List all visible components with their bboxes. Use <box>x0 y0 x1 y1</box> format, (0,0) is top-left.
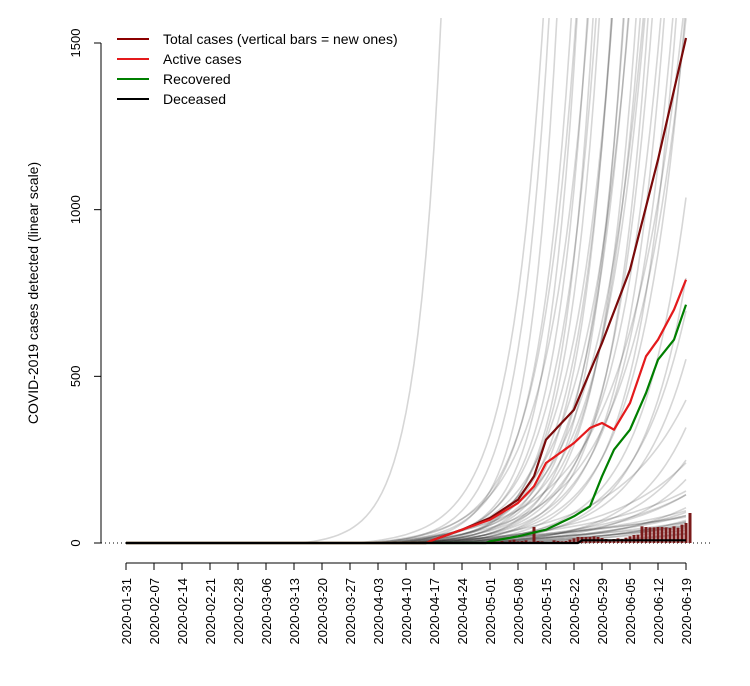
series-total-cases <box>126 37 688 545</box>
new-cases-bar <box>656 527 660 543</box>
x-tick-label: 2020-06-05 <box>623 578 638 645</box>
x-tick-label: 2020-06-12 <box>651 578 666 645</box>
new-cases-bar <box>572 538 576 543</box>
new-cases-bar <box>660 527 664 543</box>
x-tick-label: 2020-04-17 <box>427 578 442 645</box>
new-cases-bar <box>532 527 536 543</box>
x-tick-label: 2020-05-01 <box>483 578 498 645</box>
new-cases-bar <box>508 540 512 543</box>
new-cases-bar <box>644 527 648 543</box>
x-tick-label: 2020-06-19 <box>679 578 694 645</box>
new-cases-bar <box>680 524 684 543</box>
legend-label: Recovered <box>163 71 231 87</box>
x-tick-label: 2020-03-13 <box>287 578 302 645</box>
x-tick-label: 2020-04-24 <box>455 578 470 645</box>
x-tick-label: 2020-02-14 <box>175 578 190 645</box>
x-tick-label: 2020-05-29 <box>595 578 610 645</box>
new-cases-bar <box>668 528 672 543</box>
new-cases-bar <box>632 535 636 543</box>
new-cases-bar <box>636 534 640 543</box>
x-tick-label: 2020-05-08 <box>511 578 526 645</box>
legend-label: Deceased <box>163 91 226 107</box>
new-cases-bar <box>640 526 644 543</box>
x-tick-label: 2020-04-10 <box>399 578 414 645</box>
new-cases-bar <box>568 539 572 543</box>
new-cases-bar <box>672 526 676 543</box>
new-cases-bar <box>688 513 692 543</box>
x-tick-label: 2020-05-22 <box>567 578 582 645</box>
y-tick-label: 0 <box>68 539 83 546</box>
y-tick-label: 500 <box>68 365 83 387</box>
x-tick-label: 2020-03-06 <box>259 578 274 645</box>
new-cases-bar <box>512 539 516 543</box>
legend-label: Active cases <box>163 51 242 67</box>
main-series <box>126 37 688 545</box>
y-axis-label: COVID-2019 cases detected (linear scale) <box>25 162 41 424</box>
new-cases-bar <box>552 540 556 543</box>
new-cases-bar <box>684 523 688 543</box>
x-tick-label: 2020-05-15 <box>539 578 554 645</box>
x-axis: 2020-01-31 2020-02-07 2020-02-14 2020-02-21… <box>119 562 694 645</box>
x-tick-label: 2020-02-28 <box>231 578 246 645</box>
new-cases-bar <box>576 537 580 543</box>
y-axis: 0 500 1000 1500 <box>68 29 102 547</box>
y-tick-label: 1000 <box>68 195 83 224</box>
legend: Total cases (vertical bars = new ones) Ac… <box>117 31 398 107</box>
new-cases-bar <box>524 540 528 543</box>
new-cases-bar <box>652 527 656 543</box>
x-tick-label: 2020-01-31 <box>119 578 134 645</box>
x-tick-label: 2020-03-27 <box>343 578 358 645</box>
new-cases-bar <box>664 527 668 543</box>
y-tick-label: 1500 <box>68 29 83 58</box>
new-cases-bar <box>648 527 652 543</box>
x-tick-label: 2020-04-03 <box>371 578 386 645</box>
x-tick-label: 2020-02-21 <box>203 578 218 645</box>
series-deceased <box>126 539 686 545</box>
x-tick-label: 2020-03-20 <box>315 578 330 645</box>
legend-label: Total cases (vertical bars = new ones) <box>163 31 398 47</box>
new-cases-bar <box>676 527 680 543</box>
x-tick-label: 2020-02-07 <box>147 578 162 645</box>
